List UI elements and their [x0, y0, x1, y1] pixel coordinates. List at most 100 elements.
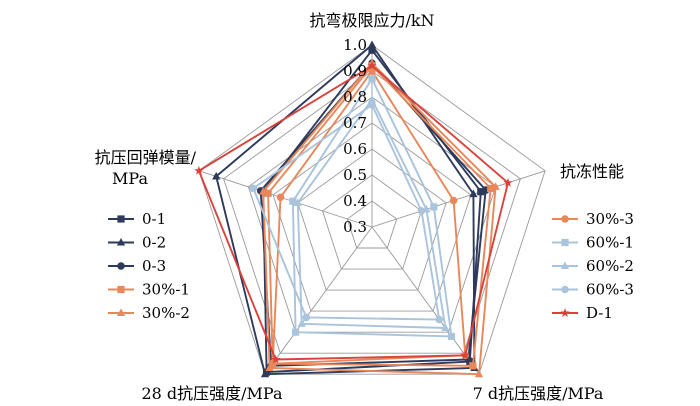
series-line	[262, 62, 497, 376]
data-point	[264, 189, 272, 197]
legend-label: D-1	[586, 304, 613, 322]
data-point	[289, 197, 297, 205]
series-60%-1	[289, 75, 456, 340]
data-point	[259, 187, 268, 195]
legend-label: 60%-1	[586, 234, 634, 252]
data-point	[469, 189, 478, 198]
radar-series	[194, 40, 513, 378]
legend-label: 30%-3	[586, 210, 634, 228]
data-point	[302, 313, 311, 322]
data-point	[265, 363, 274, 371]
legend-label: 60%-3	[586, 281, 634, 299]
legend-item-D-1: D-1	[552, 304, 613, 322]
legend-item-60%-1: 60%-1	[552, 234, 634, 252]
data-point	[441, 323, 450, 332]
legend-marker	[117, 215, 125, 223]
legend-label: 30%-2	[142, 304, 190, 322]
data-point	[460, 350, 470, 360]
data-point	[477, 188, 485, 196]
tick-label: 1.0	[343, 36, 367, 54]
data-point	[469, 362, 477, 370]
data-point	[293, 198, 302, 206]
legend-marker	[117, 285, 125, 294]
grid-ring	[198, 44, 546, 375]
grid-ring	[321, 174, 423, 270]
grid-ring	[223, 70, 521, 354]
series-30%-2	[259, 58, 500, 378]
series-D-1	[194, 60, 513, 364]
legend-item-60%-3: 60%-3	[552, 281, 634, 299]
data-point	[368, 101, 376, 109]
series-line	[291, 77, 453, 338]
legend-marker	[117, 262, 125, 270]
data-point	[367, 40, 377, 49]
legend-item-0-2: 0-2	[108, 234, 166, 252]
axis-label: 抗冻性能	[560, 162, 624, 181]
tick-label: 0.9	[343, 62, 367, 80]
axis-labels: 抗弯极限应力/kN 抗冻性能 7 d抗压强度/MPa 28 d抗压强度/MPa 抗压回弹…	[95, 11, 624, 403]
series-line	[271, 70, 467, 365]
axis-label: 7 d抗压强度/MPa	[473, 384, 604, 403]
legend-item-30%-1: 30%-1	[108, 281, 190, 299]
data-point	[276, 193, 285, 202]
data-point	[368, 46, 376, 54]
tick-label: 0.4	[343, 192, 367, 210]
tick-label: 0.8	[343, 88, 367, 106]
series-line	[197, 64, 509, 361]
legend-label: 0-3	[142, 257, 166, 275]
data-point	[367, 95, 377, 103]
data-point	[262, 368, 271, 376]
series-60%-3	[249, 101, 444, 324]
data-point	[291, 328, 300, 336]
legend-marker	[560, 308, 570, 317]
legend-item-0-3: 0-3	[108, 257, 166, 275]
legend-label: 30%-1	[142, 281, 190, 299]
grid-spoke	[198, 170, 373, 228]
legend-marker	[561, 285, 569, 294]
tick-label: 0.3	[343, 218, 367, 236]
data-point	[368, 67, 376, 75]
grid-ring	[272, 122, 472, 312]
grid-ring	[346, 200, 398, 249]
grid-spoke	[371, 170, 546, 228]
series-line	[267, 64, 492, 367]
grid-ring	[297, 148, 447, 291]
data-point	[271, 354, 281, 364]
axis-label: 抗弯极限应力/kN	[309, 11, 434, 30]
radial-tick-labels: 0.3 0.4 0.5 0.6 0.7 0.8 0.9 1.0	[343, 36, 367, 236]
legend-label: 0-1	[142, 210, 166, 228]
legend-item-60%-2: 60%-2	[552, 257, 634, 275]
series-60%-2	[293, 95, 450, 332]
data-point	[503, 178, 513, 187]
grid-spoke	[264, 226, 373, 375]
legend-left: 0-1 0-2 0-3 30%-1 30%-2	[108, 210, 190, 322]
legend-item-30%-2: 30%-2	[108, 304, 190, 322]
axis-label: 抗压回弹模量/MPa	[95, 148, 197, 188]
data-point	[417, 207, 426, 215]
tick-label: 0.7	[343, 114, 367, 132]
legend-right: 30%-3 60%-1 60%-2 60%-3 D-1	[552, 210, 634, 322]
tick-label: 0.6	[343, 140, 367, 158]
data-point	[430, 203, 438, 211]
data-point	[368, 75, 376, 83]
legend-marker	[116, 308, 126, 317]
series-line	[252, 103, 441, 321]
data-point	[367, 60, 377, 70]
legend-marker	[560, 261, 570, 270]
legend-marker	[561, 215, 569, 223]
legend-marker	[561, 238, 569, 247]
axis-label: 28 d抗压强度/MPa	[141, 384, 283, 403]
data-point	[297, 319, 306, 327]
data-point	[491, 182, 500, 190]
data-point	[435, 315, 444, 324]
legend-label: 60%-2	[586, 257, 634, 275]
data-point	[194, 165, 204, 175]
data-point	[249, 184, 258, 193]
legend-item-0-1: 0-1	[108, 210, 166, 228]
grid-spoke	[371, 226, 480, 375]
series-line	[296, 98, 447, 329]
legend-marker	[116, 238, 126, 246]
legend-label: 0-2	[142, 234, 166, 252]
data-point	[474, 369, 484, 378]
